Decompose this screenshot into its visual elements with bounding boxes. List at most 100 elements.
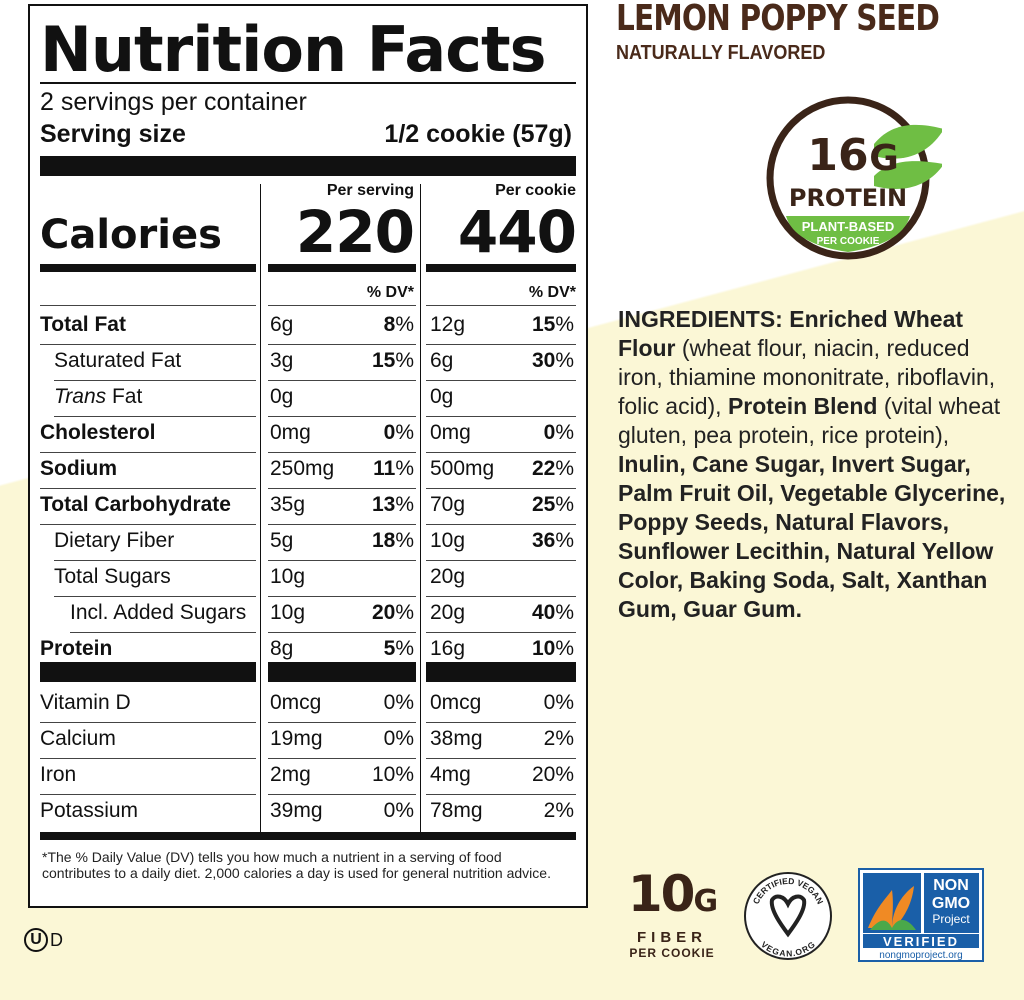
kosher-u-icon: U [24,928,48,952]
amount-per-cookie: 70g [430,493,466,516]
dv-per-cookie: 10% [531,637,574,660]
nutrient-name: Incl. Added Sugars [70,601,247,624]
dv-per-serving: 0% [383,421,414,444]
row-divider [268,452,416,453]
ingredients-list: INGREDIENTS: Enriched Wheat Flour (wheat… [618,305,1008,624]
thick-divider [40,156,576,176]
serving-size-value: 1/2 cookie (57g) [384,120,572,148]
row-divider [54,380,256,381]
nutrient-name: Protein [40,637,113,660]
row-divider [426,722,576,723]
badge-green-band [786,216,910,252]
divider [40,82,576,84]
nutrition-facts-label: Nutrition Facts 2 servings per container… [28,4,588,908]
table-row: Dietary Fiber 5g 18% 10g 36% [30,524,586,560]
calories-divider [40,264,256,272]
dv-per-serving: 5% [383,637,414,660]
table-row: Protein 8g 5% 16g 10% [30,632,586,668]
leaf-icon [870,919,916,930]
row-divider [426,794,576,795]
vegan-ring [744,872,832,960]
row-divider [40,758,256,759]
servings-per-container: 2 servings per container [40,88,307,116]
vitamin-name: Potassium [40,799,139,822]
nutrient-name: Sodium [40,457,117,480]
table-row: Iron 2mg 10% 4mg 20% [30,758,586,794]
dv-per-serving: 8% [383,313,414,336]
per-cookie-label: PER COOKIE [817,236,880,247]
row-divider [426,560,576,561]
nutrient-name: Total Sugars [54,565,171,588]
row-divider [40,452,256,453]
table-row: Sodium 250mg 11% 500mg 22% [30,452,586,488]
row-divider [54,416,256,417]
dv-per-serving: 0% [383,727,414,750]
nongmo-project: Project [932,912,970,926]
row-divider [268,344,416,345]
amount-per-cookie: 78mg [430,799,483,822]
dv-per-cookie: 2% [543,727,574,750]
certified-vegan-badge: CERTIFIED VEGAN VEGAN.ORG [744,872,832,960]
nongmo-gmo: GMO [932,895,970,912]
table-row: Vitamin D 0mcg 0% 0mcg 0% [30,686,586,722]
row-divider [426,488,576,489]
amount-per-serving: 10g [270,601,306,624]
serving-size-label: Serving size [40,120,186,148]
protein-unit: G [869,138,899,179]
per-cookie-header: Per cookie [495,182,576,199]
butterfly-wing-icon [868,890,893,928]
amount-per-serving: 0g [270,385,294,408]
ingredient-bold-segment: Protein Blend [727,393,878,419]
fiber-amount: 10 [627,865,696,923]
calories-label: Calories [40,212,222,258]
amount-per-serving: 0mcg [270,691,322,714]
thick-divider [40,662,256,682]
dv-per-serving: 11% [373,457,414,480]
thick-divider [426,662,576,682]
dv-footnote: *The % Daily Value (DV) tells you how mu… [42,849,551,881]
ingredient-segment: (vital wheat gluten, pea protein, rice p… [618,393,1001,448]
table-row: Total Sugars 10g 20g [30,560,586,596]
nutrient-name: Total Fat [40,313,126,336]
amount-per-cookie: 0mcg [430,691,482,714]
row-divider [426,380,576,381]
amount-per-serving: 35g [270,493,306,516]
dv-per-serving: 13% [371,493,414,516]
row-divider [426,524,576,525]
butterfly-wing-icon [892,886,914,928]
product-subtitle: NATURALLY FLAVORED [616,42,826,64]
ingredient-bold-segment: Inulin, Cane Sugar, Invert Sugar, Palm F… [618,451,1006,622]
dv-per-serving: 0% [383,691,414,714]
plant-based-label: PLANT-BASED [802,219,894,234]
amount-per-cookie: 4mg [430,763,471,786]
thick-divider [268,662,416,682]
table-row: Potassium 39mg 0% 78mg 2% [30,794,586,830]
nutrient-name: Dietary Fiber [54,529,175,552]
product-name: LEMON POPPY SEED [616,0,940,39]
protein-amount: 16 [807,130,868,181]
kosher-symbol: U D [24,928,63,952]
nutrient-name: Trans Fat [54,385,143,408]
vitamin-name: Iron [40,763,77,786]
row-divider [54,560,256,561]
ingredient-segment: (wheat flour, niacin, reduced iron, thia… [618,335,996,419]
vitamin-name: Calcium [40,727,116,750]
row-divider [426,758,576,759]
row-divider [40,794,256,795]
fiber-badge: 10G FIBER PER COOKIE [622,866,722,960]
table-row: Trans Fat 0g 0g [30,380,586,416]
dv-per-cookie: 36% [531,529,574,552]
row-divider [268,758,416,759]
verified-band [863,934,979,948]
fiber-unit: G [693,884,718,919]
dv-per-cookie: 15% [531,313,574,336]
row-divider [268,632,416,633]
amount-per-serving: 10g [270,565,306,588]
amount-per-cookie: 10g [430,529,466,552]
vegan-heart-icon [769,894,807,938]
vitamin-name: Vitamin D [40,691,131,714]
leaf-icon [874,161,942,189]
amount-per-cookie: 20g [430,565,466,588]
dv-per-serving: 15% [371,349,414,372]
row-divider [54,596,256,597]
